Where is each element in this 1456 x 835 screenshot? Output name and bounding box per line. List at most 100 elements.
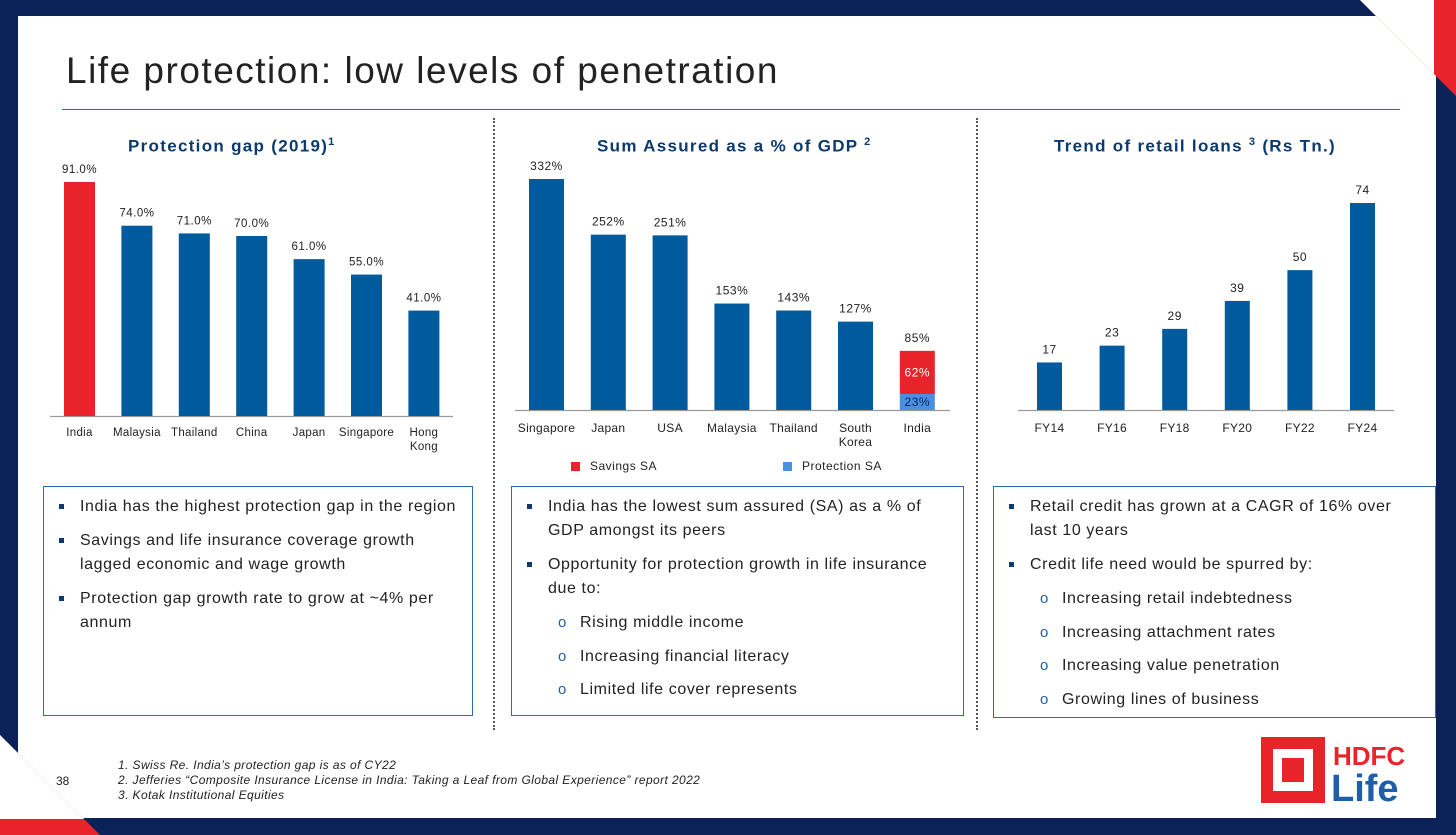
category-label: Singapore <box>339 427 394 439</box>
category-label: Thailand <box>769 421 817 435</box>
data-label: 74 <box>1355 183 1369 197</box>
page-title: Life protection: low levels of penetrati… <box>66 50 779 91</box>
category-label: Malaysia <box>707 421 757 435</box>
category-label: Japan <box>293 427 326 439</box>
panel-title-retail-loans: Trend of retail loans 3 (Rs Tn.) <box>1054 136 1336 157</box>
bullet-item: Opportunity for protection growth in lif… <box>512 553 949 601</box>
bar <box>1350 203 1375 410</box>
category-label: Korea <box>839 435 873 449</box>
data-label: 50 <box>1293 250 1307 264</box>
data-label-segment: 62% <box>905 365 931 379</box>
bullet-list: India has the lowest sum assured (SA) as… <box>512 487 963 702</box>
data-label: 41.0% <box>406 293 441 305</box>
data-label: 70.0% <box>234 218 269 230</box>
bar <box>408 310 440 416</box>
bar <box>351 274 382 416</box>
data-label: 29 <box>1168 309 1182 323</box>
data-label: 143% <box>777 291 810 305</box>
bar <box>178 233 210 416</box>
category-label: Japan <box>591 421 625 435</box>
bar <box>1037 362 1062 410</box>
insight-box-retail-loans: Retail credit has grown at a CAGR of 16%… <box>993 486 1436 718</box>
panel-title-suffix: (Rs Tn.) <box>1262 136 1336 156</box>
data-label: 252% <box>592 215 625 229</box>
data-label: 71.0% <box>177 215 212 227</box>
footnote-2: 2. Jefferies “Composite Insurance Licens… <box>118 773 701 787</box>
bar-segment-protection-sa <box>899 393 935 410</box>
bullet-item: India has the lowest sum assured (SA) as… <box>512 495 949 543</box>
legend-label-savings: Savings SA <box>590 459 658 473</box>
corner-accent-cut-bottom <box>0 735 84 819</box>
sub-bullet-item: Increasing retail indebtedness <box>994 587 1423 611</box>
category-label: FY20 <box>1222 421 1252 435</box>
bar <box>838 321 873 410</box>
data-label: 85% <box>905 331 931 345</box>
sub-bullet-item: Increasing attachment rates <box>994 621 1423 645</box>
bullet-item: Credit life need would be spurred by: <box>994 553 1423 577</box>
footnotes: 1. Swiss Re. India’s protection gap is a… <box>118 758 700 803</box>
category-label: Hong <box>410 427 439 439</box>
data-label: 74.0% <box>119 208 154 220</box>
bar <box>121 225 153 416</box>
sub-bullet-item: Growing lines of business <box>994 688 1423 712</box>
data-label: 127% <box>839 302 872 316</box>
hdfc-life-logo: HDFC Life <box>1261 737 1405 810</box>
data-label: 39 <box>1230 281 1244 295</box>
data-label: 55.0% <box>349 257 384 269</box>
panel-title-text: Trend of retail loans <box>1054 136 1243 156</box>
footnote-3: 3. Kotak Institutional Equities <box>118 788 285 802</box>
logo-text-hdfc: HDFC <box>1333 741 1405 771</box>
category-label: Thailand <box>171 427 218 439</box>
sub-bullet-item: Increasing financial literacy <box>512 645 949 669</box>
bullet-item: India has the highest protection gap in … <box>44 495 458 519</box>
bullet-item: Savings and life insurance coverage grow… <box>44 529 458 577</box>
sub-bullet-item: Rising middle income <box>512 611 949 635</box>
bar <box>1224 300 1250 410</box>
footnote-ref: 2 <box>864 136 872 148</box>
data-label: 91.0% <box>62 164 97 176</box>
category-label: FY22 <box>1285 421 1315 435</box>
bar <box>590 234 626 410</box>
legend-swatch-savings <box>571 462 580 471</box>
category-label: India <box>904 421 932 435</box>
category-label: Malaysia <box>113 427 161 439</box>
bar <box>236 236 268 416</box>
bar <box>714 303 750 410</box>
category-label: China <box>236 427 268 439</box>
category-label: USA <box>657 421 683 435</box>
bar <box>529 179 564 410</box>
corner-accent-cut <box>1360 0 1434 74</box>
panel-title-protection-gap: Protection gap (2019)1 <box>128 136 336 157</box>
category-label: Singapore <box>518 421 575 435</box>
sub-bullet-item: Limited life cover represents <box>512 678 949 702</box>
category-label: South <box>839 421 872 435</box>
category-label: FY16 <box>1097 421 1127 435</box>
data-label: 17 <box>1042 342 1056 356</box>
bar <box>1162 328 1188 410</box>
bullet-list: Retail credit has grown at a CAGR of 16%… <box>994 487 1435 712</box>
category-label: Kong <box>410 441 438 453</box>
data-label: 251% <box>654 215 687 229</box>
bullet-list: India has the highest protection gap in … <box>44 487 472 635</box>
insight-box-sum-assured: India has the lowest sum assured (SA) as… <box>511 486 964 716</box>
data-label: 332% <box>530 159 563 173</box>
legend-swatch-protection <box>783 462 792 471</box>
panel-title-sum-assured: Sum Assured as a % of GDP 2 <box>597 136 872 157</box>
page-number: 38 <box>56 774 70 788</box>
bullet-item: Retail credit has grown at a CAGR of 16%… <box>994 495 1423 543</box>
footnote-1: 1. Swiss Re. India’s protection gap is a… <box>118 758 397 772</box>
sub-bullet-item: Increasing value penetration <box>994 654 1423 678</box>
bar <box>776 310 812 410</box>
legend-label-protection: Protection SA <box>802 459 882 473</box>
category-label: India <box>66 427 93 439</box>
panel-divider-1 <box>493 118 495 730</box>
bar <box>64 182 95 416</box>
data-label: 61.0% <box>292 241 327 253</box>
data-label-segment: 23% <box>905 395 931 409</box>
footnote-ref: 3 <box>1248 136 1257 148</box>
logo-text-life: Life <box>1331 768 1399 810</box>
category-label: FY18 <box>1160 421 1190 435</box>
bar <box>293 259 325 416</box>
